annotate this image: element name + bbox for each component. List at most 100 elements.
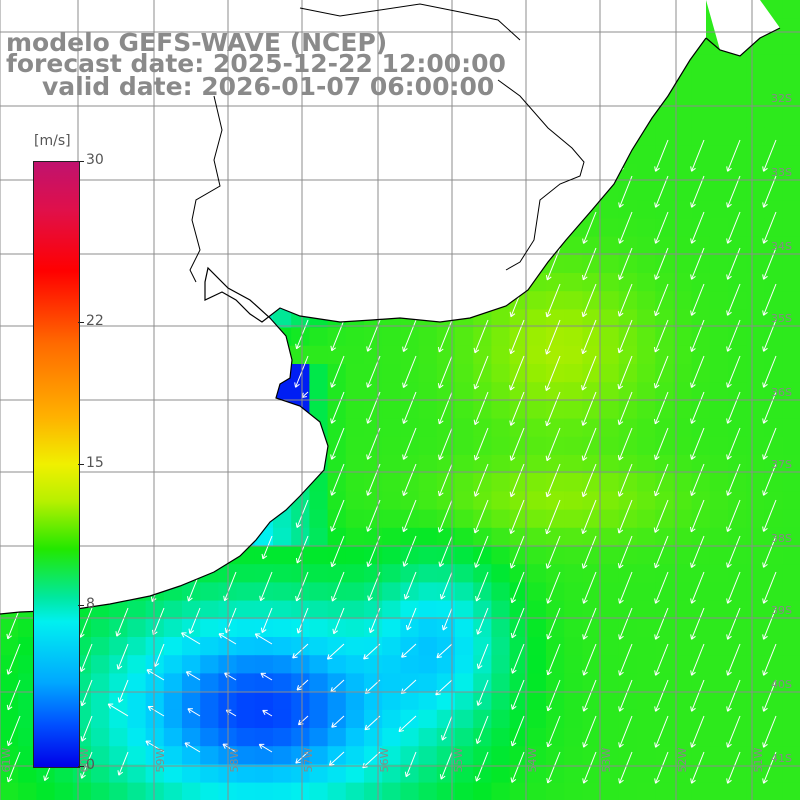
speed-cell [400,600,420,620]
wind-arrow [727,139,741,172]
wind-arrow [763,679,777,712]
speed-cell [91,673,110,693]
wind-arrow-head [116,632,122,637]
wind-arrow [763,751,777,784]
wind-arrow-head [581,385,583,391]
speed-cell [691,491,711,511]
speed-cell [309,637,329,656]
wind-arrow-head [364,724,367,730]
speed-cell [746,527,765,547]
wind-arrow-head [473,455,476,461]
speed-cell [728,491,747,511]
speed-cell [491,418,511,438]
speed-cell [582,455,602,474]
speed-cell [764,637,784,656]
wind-arrow-head [402,526,404,532]
wind-arrow-head [401,655,407,658]
wind-arrow [511,643,525,674]
speed-cell [345,327,365,347]
wind-arrow-head [690,706,693,712]
wind-arrow-head [545,528,547,534]
wind-arrow-head [331,596,333,602]
speed-cell [182,637,201,656]
speed-cell [728,109,747,128]
speed-cell [291,691,310,711]
speed-cell [436,345,456,365]
speed-cell [546,418,565,438]
speed-cell [709,309,729,329]
wind-arrow-head [727,492,732,496]
speed-cell [655,400,674,420]
speed-cell [345,564,365,583]
speed-cell [691,309,711,329]
speed-cell [455,782,474,800]
wind-arrow-head [762,454,765,460]
speed-cell [582,527,602,547]
wind-arrow-head [297,719,301,725]
wind-arrow [655,715,669,748]
wind-arrow-head [292,656,298,659]
speed-cell [655,473,674,492]
speed-cell [327,782,347,800]
speed-cell [455,364,474,383]
wind-arrow-head [762,526,764,532]
speed-cell [782,691,800,711]
speed-cell [655,527,674,547]
wind-arrow [727,283,741,316]
wind-arrow-head [655,743,660,748]
speed-cell [746,400,765,420]
speed-cell [291,673,310,693]
speed-cell [0,728,19,747]
wind-arrow-head [118,771,124,776]
speed-cell [36,764,56,784]
wind-arrow [438,463,453,497]
speed-cell [728,673,747,693]
speed-cell [618,400,638,420]
speed-cell [473,691,492,711]
wind-arrow-head [476,777,481,782]
speed-cell [637,436,656,456]
wind-arrow-head [653,527,656,533]
speed-cell [509,327,529,347]
speed-cell [455,655,474,674]
speed-cell [691,764,711,784]
speed-cell [309,782,329,800]
speed-cell [564,364,583,383]
speed-cell [582,600,602,620]
wind-arrow [362,751,381,769]
wind-arrow-head [400,688,404,694]
speed-cell [691,418,711,438]
wind-arrow [7,715,21,746]
wind-arrow-head [510,704,513,710]
wind-arrow [117,643,129,670]
wind-arrow [619,679,633,712]
speed-cell [782,764,800,784]
speed-cell [637,527,656,547]
wind-arrow-head [726,346,728,352]
speed-cell [782,582,800,602]
speed-cell [109,600,128,620]
speed-cell [309,364,329,383]
speed-cell [200,764,219,784]
wind-arrow-head [441,625,444,631]
speed-cell [618,637,638,656]
speed-cell [600,418,620,438]
wind-arrow-head [617,419,620,425]
speed-cell [564,582,583,602]
wind-arrow [510,427,525,461]
wind-arrow-head [618,529,624,534]
wind-arrow-head [7,706,13,711]
speed-cell [418,618,438,638]
wind-arrow-head [511,634,517,639]
wind-arrow [262,535,273,560]
wind-arrow-head [691,707,696,712]
wind-arrow-head [582,493,588,498]
wind-arrow-head [727,347,732,352]
speed-cell [418,728,438,747]
speed-cell [782,291,800,310]
speed-cell [728,637,747,656]
speed-cell [600,655,620,674]
speed-cell [327,764,347,784]
speed-cell [309,673,329,693]
speed-cell [691,109,711,128]
